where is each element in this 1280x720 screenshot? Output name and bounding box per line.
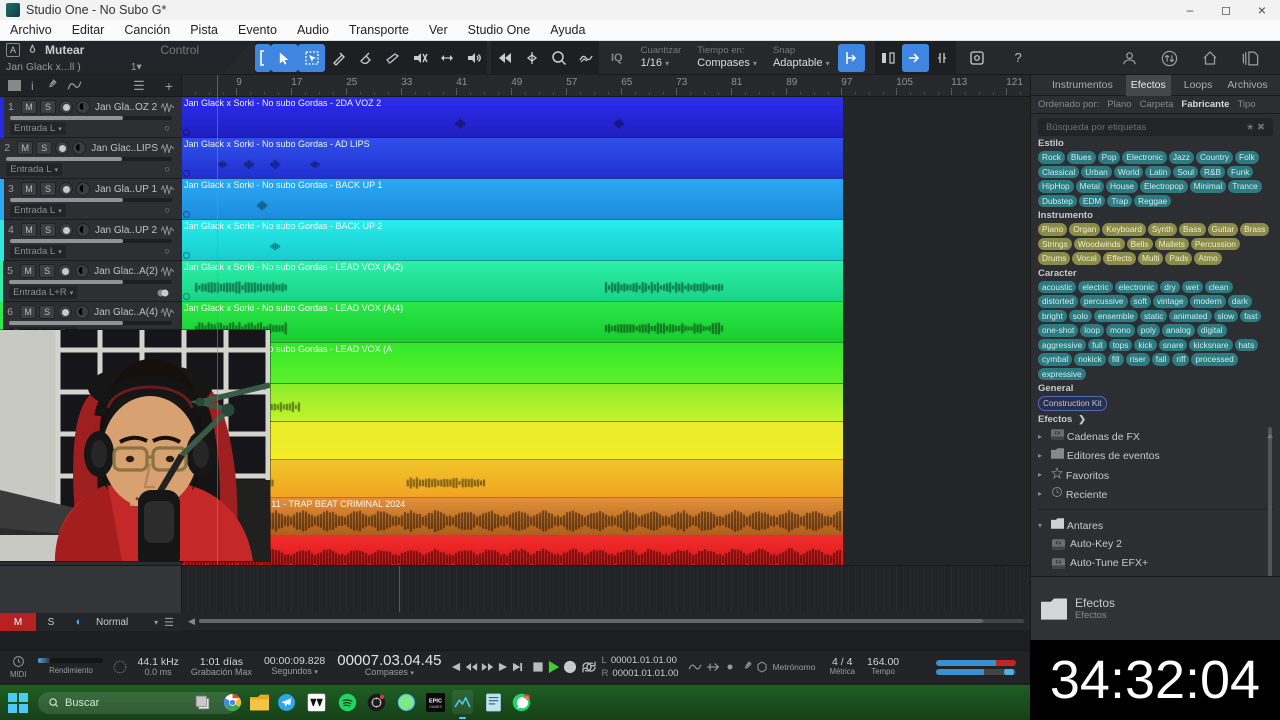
svg-text:FX: FX <box>1055 431 1061 436</box>
svg-text:21: 21 <box>525 696 529 700</box>
svg-text:EPIC: EPIC <box>429 699 442 705</box>
svg-text:FX: FX <box>1056 540 1062 545</box>
svg-text:GAMES: GAMES <box>429 705 442 709</box>
svg-text:FX: FX <box>1056 559 1062 564</box>
